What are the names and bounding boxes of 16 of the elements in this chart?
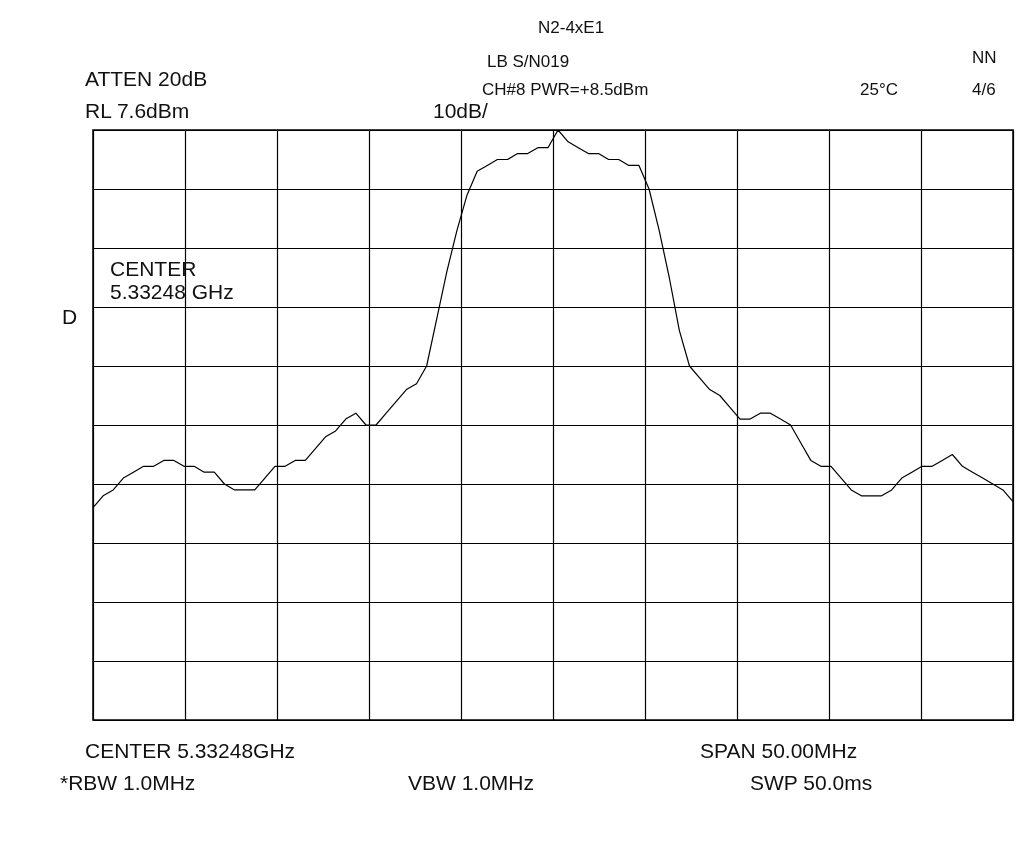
text: D [62, 305, 78, 328]
text: *RBW 1.0MHz [60, 771, 196, 794]
text: RL 7.6dBm [85, 99, 190, 122]
text: SWP 50.0ms [750, 771, 873, 794]
text: LB S/N019 [487, 52, 570, 71]
text: 25°C [860, 80, 898, 99]
text: N2-4xE1 [538, 18, 605, 37]
text: SPAN 50.00MHz [700, 739, 858, 762]
text: 4/6 [972, 80, 996, 99]
text: 10dB/ [433, 99, 489, 122]
text: VBW 1.0MHz [408, 771, 535, 794]
annotation: 5.33248 GHz [110, 280, 234, 303]
text: ATTEN 20dB [85, 67, 208, 90]
text: CH#8 PWR=+8.5dBm [482, 80, 649, 99]
text: CENTER 5.33248GHz [85, 739, 296, 762]
text: NN [972, 48, 997, 67]
